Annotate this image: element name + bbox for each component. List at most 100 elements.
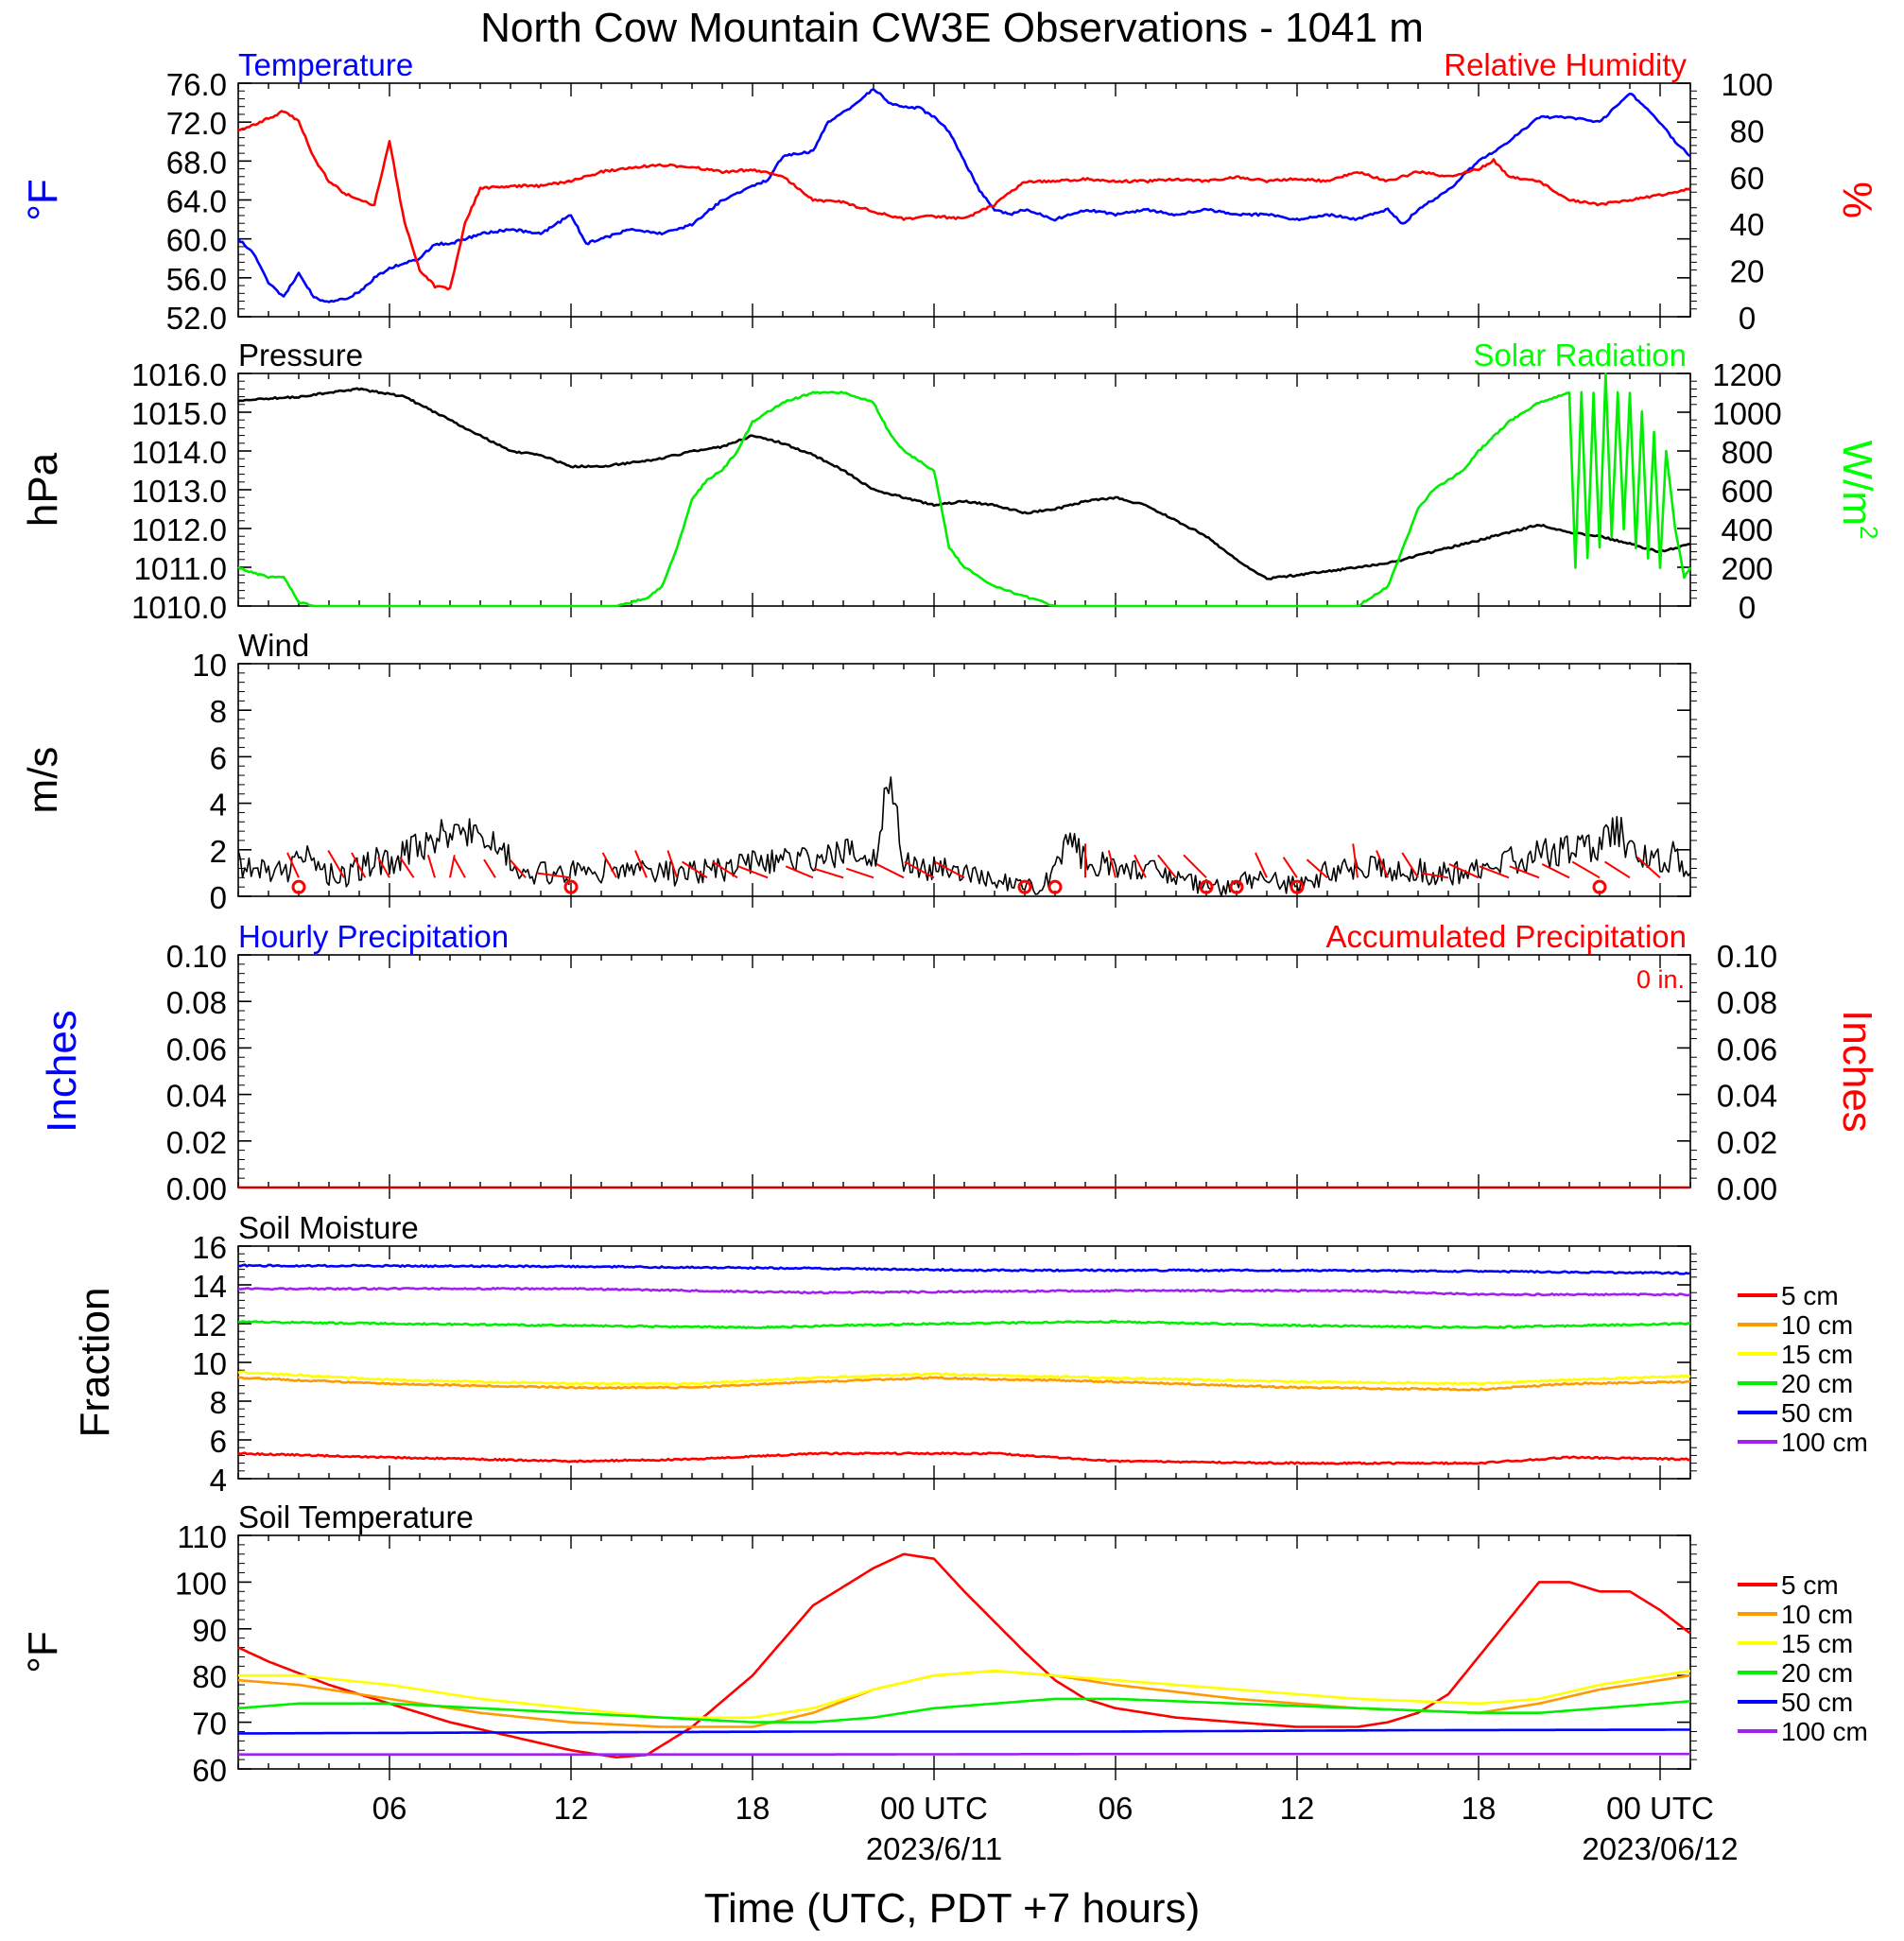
legend-label: 5 cm <box>1781 1281 1839 1310</box>
figure-title: North Cow Mountain CW3E Observations - 1… <box>480 5 1424 51</box>
series-line-100-cm <box>238 1752 1690 1756</box>
y-tick-label: 8 <box>210 1385 227 1420</box>
y-axis-label-left: hPa <box>20 452 66 527</box>
y-axis-label-right: W/m2 <box>1834 441 1883 540</box>
wind-barb <box>1401 852 1419 878</box>
series-line-10-cm <box>238 1376 1691 1392</box>
series-line-wind <box>237 776 1691 897</box>
wind-barb <box>426 855 436 878</box>
series-line-pressure <box>237 387 1691 581</box>
y-tick-label-right: 0.04 <box>1717 1079 1777 1114</box>
y-tick-label: 1012.0 <box>131 512 227 547</box>
panel-title-right: Relative Humidity <box>1444 47 1687 82</box>
wind-barb <box>536 872 572 879</box>
series-line-15-cm <box>237 1370 1691 1386</box>
wind-barb <box>1352 843 1359 878</box>
y-tick-label: 1014.0 <box>131 435 227 470</box>
wind-barb <box>634 850 648 878</box>
x-tick-label: 06 <box>1099 1791 1134 1826</box>
y-tick-label: 4 <box>210 788 227 823</box>
y-tick-label: 72.0 <box>166 106 227 141</box>
wind-barb <box>1107 850 1116 878</box>
wind-barb <box>483 858 496 878</box>
x-tick-label: 18 <box>736 1791 770 1826</box>
wind-barb <box>1541 863 1570 879</box>
wind-barb <box>453 857 466 878</box>
wind-barb <box>286 852 300 878</box>
y-tick-label-right: 0.02 <box>1717 1125 1777 1160</box>
y-tick-label: 0.06 <box>166 1031 227 1066</box>
y-tick-label-right: 1000 <box>1712 396 1781 431</box>
y-tick-label-right: 800 <box>1721 435 1773 470</box>
y-tick-label-right: 0 <box>1739 590 1756 625</box>
legend-label: 50 cm <box>1781 1398 1853 1428</box>
y-tick-label: 56.0 <box>166 262 227 297</box>
wind-barb <box>1509 865 1540 879</box>
panel-wind: 10 8 6 4 2 0 Wind m/s <box>20 628 1697 915</box>
legend-label: 20 cm <box>1781 1369 1853 1398</box>
series-line-solar-radiation <box>237 372 1692 608</box>
legend-label: 10 cm <box>1781 1310 1853 1340</box>
series-line-10-cm <box>237 1670 1691 1728</box>
panel-title-left: Pressure <box>238 338 363 373</box>
y-tick-label: 6 <box>210 1424 227 1459</box>
wind-barb <box>1479 865 1510 879</box>
wind-barb <box>712 860 738 879</box>
x-tick-label: 18 <box>1462 1791 1497 1826</box>
wind-barb <box>509 858 527 878</box>
wind-barb <box>666 850 678 878</box>
panel-title-left: Soil Moisture <box>238 1210 419 1245</box>
y-tick-label: 0.08 <box>166 985 227 1020</box>
wind-barb <box>1306 858 1328 879</box>
series-line-temperature <box>236 88 1691 303</box>
y-tick-label-right: 0.10 <box>1717 939 1777 974</box>
superscript: 2 <box>1855 526 1883 539</box>
wind-barb <box>1255 852 1268 878</box>
y-tick-label-right: 0.00 <box>1717 1171 1777 1206</box>
wind-barb <box>399 857 415 878</box>
y-tick-label-right: 200 <box>1721 551 1773 586</box>
y-tick-label-right: 600 <box>1721 474 1773 509</box>
x-tick-label: 12 <box>1280 1791 1315 1826</box>
calm-wind-circle <box>1290 879 1305 894</box>
series-line-15-cm <box>238 1670 1691 1719</box>
y-tick-label: 1015.0 <box>131 396 227 431</box>
y-tick-label: 0.02 <box>166 1125 227 1160</box>
y-tick-label: 14 <box>192 1269 227 1304</box>
wind-barb <box>327 850 345 878</box>
wind-barb <box>1376 850 1389 878</box>
legend-label: 15 cm <box>1781 1629 1853 1658</box>
wind-barb <box>1571 860 1601 879</box>
calm-wind-circle <box>1199 879 1214 894</box>
series-line-20-cm <box>237 1697 1691 1724</box>
panel-temp_rh: 76.0 72.0 68.0 64.0 60.0 56.0 52.0 100 80 60 40 20 0… <box>20 47 1880 336</box>
calm-wind-circle <box>1229 879 1244 894</box>
x-axis-label: Time (UTC, PDT +7 hours) <box>704 1885 1200 1932</box>
y-tick-label: 12 <box>192 1308 227 1343</box>
series-line-20-cm <box>237 1319 1691 1330</box>
y-tick-label: 76.0 <box>166 67 227 102</box>
series-line-5-cm <box>237 1552 1691 1759</box>
wind-barb <box>737 865 769 879</box>
y-tick-label: 68.0 <box>166 145 227 180</box>
legend-label: 100 cm <box>1781 1428 1868 1457</box>
wind-barb <box>785 865 814 879</box>
legend-label: 100 cm <box>1781 1717 1868 1746</box>
y-tick-label: 16 <box>192 1230 227 1265</box>
y-tick-label: 10 <box>192 648 227 683</box>
legend-label: 10 cm <box>1781 1600 1853 1629</box>
x-date-label: 2023/06/12 <box>1582 1831 1738 1866</box>
y-tick-label: 100 <box>175 1566 227 1601</box>
calm-wind-circle <box>1017 879 1032 894</box>
y-axis-label-right: Inches <box>1834 1010 1880 1133</box>
y-tick-label-right: 20 <box>1730 254 1765 289</box>
y-tick-label: 60.0 <box>166 223 227 258</box>
series-line-50-cm <box>237 1263 1691 1275</box>
y-tick-label: 1011.0 <box>134 551 227 586</box>
wind-barb <box>875 863 905 879</box>
y-tick-label: 0.00 <box>166 1171 227 1206</box>
series-line-100-cm <box>237 1287 1691 1297</box>
